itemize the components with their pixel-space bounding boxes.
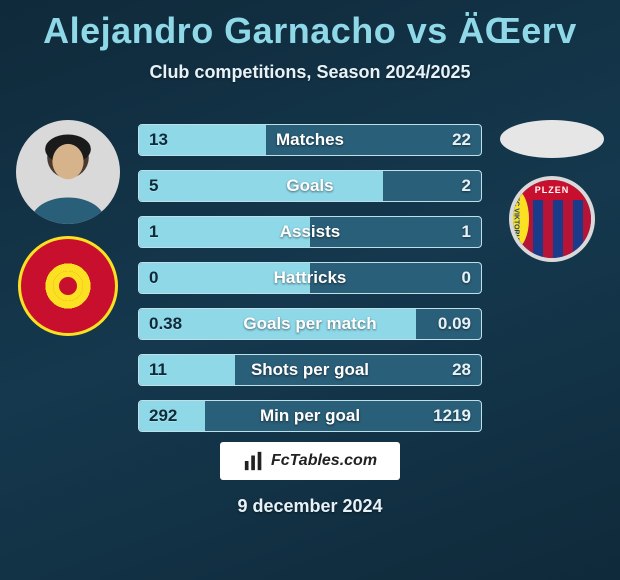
left-player-column [8, 120, 128, 336]
player-right-avatar-placeholder [500, 120, 604, 158]
stat-row: 11Assists [138, 216, 482, 248]
footer-date: 9 december 2024 [0, 496, 620, 517]
stat-value-right: 2 [452, 171, 481, 201]
stat-value-right: 1219 [423, 401, 481, 431]
stat-row: 0.380.09Goals per match [138, 308, 482, 340]
page-title: Alejandro Garnacho vs ÄŒerv [0, 0, 620, 52]
stat-value-left: 13 [139, 125, 178, 155]
stat-value-left: 0.38 [139, 309, 192, 339]
stat-value-left: 0 [139, 263, 168, 293]
stat-value-left: 292 [139, 401, 187, 431]
stat-fill-left [139, 171, 383, 201]
footer-brand-text: FcTables.com [271, 452, 377, 470]
footer-brand-badge: FcTables.com [220, 442, 400, 480]
stat-value-right: 1 [452, 217, 481, 247]
stat-value-left: 5 [139, 171, 168, 201]
stat-value-right: 0 [452, 263, 481, 293]
subtitle: Club competitions, Season 2024/2025 [0, 62, 620, 83]
stat-row: 1322Matches [138, 124, 482, 156]
player-left-avatar [16, 120, 120, 224]
avatar-silhouette-icon [16, 120, 120, 224]
stat-value-left: 1 [139, 217, 168, 247]
comparison-card: Alejandro Garnacho vs ÄŒerv Club competi… [0, 0, 620, 580]
stat-value-left: 11 [139, 355, 177, 385]
stat-value-right: 0.09 [428, 309, 481, 339]
stat-row: 2921219Min per goal [138, 400, 482, 432]
stat-row: 52Goals [138, 170, 482, 202]
club-crest-left [18, 236, 118, 336]
stats-bars: 1322Matches52Goals11Assists00Hattricks0.… [138, 124, 482, 432]
bar-chart-icon [243, 450, 265, 472]
stat-value-right: 28 [442, 355, 481, 385]
stat-row: 1128Shots per goal [138, 354, 482, 386]
stat-row: 00Hattricks [138, 262, 482, 294]
right-player-column: PLZEN FC VIKTORIA [492, 120, 612, 262]
club-crest-right: PLZEN FC VIKTORIA [509, 176, 595, 262]
stat-value-right: 22 [442, 125, 481, 155]
